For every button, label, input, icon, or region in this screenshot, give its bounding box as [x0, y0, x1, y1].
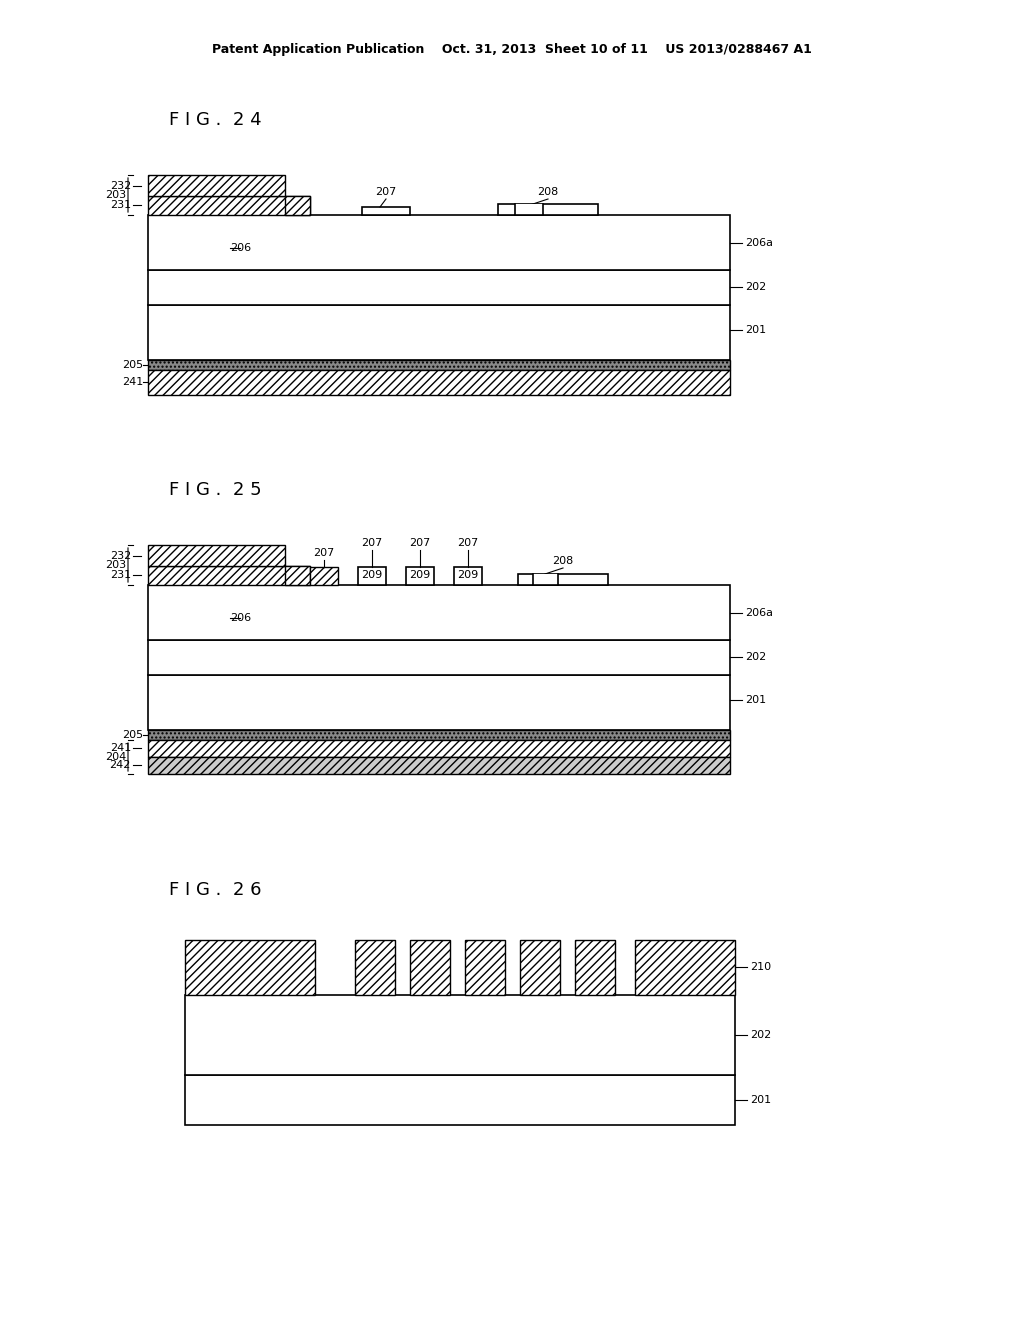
Bar	[148, 176, 285, 195]
Text: 241: 241	[110, 743, 131, 752]
Text: 206a: 206a	[745, 609, 773, 618]
Text: 205: 205	[122, 730, 143, 741]
Bar	[148, 370, 730, 395]
Text: 207: 207	[458, 539, 478, 548]
Text: 206a: 206a	[745, 238, 773, 248]
Text: 209: 209	[458, 570, 478, 579]
Bar	[185, 995, 735, 1074]
Bar	[498, 205, 598, 215]
Text: 231: 231	[110, 570, 131, 579]
Text: 207: 207	[410, 539, 431, 548]
Text: 203: 203	[104, 190, 126, 201]
Bar	[185, 1074, 735, 1125]
Bar	[185, 940, 315, 995]
Bar	[148, 675, 730, 730]
Text: 232: 232	[110, 550, 131, 561]
Bar	[148, 215, 730, 271]
Text: 209: 209	[361, 570, 383, 579]
Bar	[406, 568, 434, 585]
Text: 201: 201	[750, 1096, 771, 1105]
Text: 207: 207	[376, 187, 396, 197]
Text: 205: 205	[122, 360, 143, 370]
Text: F I G .  2 4: F I G . 2 4	[169, 111, 261, 129]
Text: 206: 206	[230, 243, 251, 253]
Text: 209: 209	[410, 570, 431, 579]
Text: 204: 204	[104, 752, 126, 762]
Bar	[454, 568, 482, 585]
Text: 208: 208	[538, 187, 559, 197]
Bar	[520, 940, 560, 995]
Bar	[355, 940, 395, 995]
Text: 242: 242	[110, 760, 131, 770]
Bar	[285, 195, 310, 215]
Bar	[148, 730, 730, 741]
Text: 231: 231	[110, 201, 131, 210]
Bar	[148, 271, 730, 305]
Text: 202: 202	[745, 652, 766, 663]
Bar	[310, 568, 338, 585]
Text: 201: 201	[745, 325, 766, 335]
Bar	[410, 940, 450, 995]
Bar	[285, 566, 310, 585]
Bar	[358, 568, 386, 585]
Bar	[148, 585, 730, 640]
Bar	[575, 940, 615, 995]
Bar	[148, 756, 730, 774]
Text: 201: 201	[745, 696, 766, 705]
Text: F I G .  2 6: F I G . 2 6	[169, 880, 261, 899]
Bar	[148, 545, 285, 566]
Text: 208: 208	[552, 556, 573, 566]
Bar	[518, 574, 608, 585]
Bar	[534, 574, 558, 585]
Text: Patent Application Publication    Oct. 31, 2013  Sheet 10 of 11    US 2013/02884: Patent Application Publication Oct. 31, …	[212, 44, 812, 57]
Bar	[362, 207, 410, 215]
Text: F I G .  2 5: F I G . 2 5	[169, 480, 261, 499]
Text: 202: 202	[750, 1030, 771, 1040]
Text: 207: 207	[361, 539, 383, 548]
Bar	[148, 305, 730, 360]
Bar	[148, 741, 730, 756]
Text: 203: 203	[104, 560, 126, 570]
Bar	[148, 195, 310, 215]
Text: 202: 202	[745, 282, 766, 292]
Text: 207: 207	[313, 548, 335, 558]
Bar	[148, 640, 730, 675]
Text: 206: 206	[230, 612, 251, 623]
Bar	[148, 566, 310, 585]
Text: 210: 210	[750, 962, 771, 972]
Bar	[515, 205, 543, 215]
Text: 232: 232	[110, 181, 131, 191]
Text: 241: 241	[122, 378, 143, 387]
Bar	[465, 940, 505, 995]
Bar	[635, 940, 735, 995]
Bar	[148, 360, 730, 370]
